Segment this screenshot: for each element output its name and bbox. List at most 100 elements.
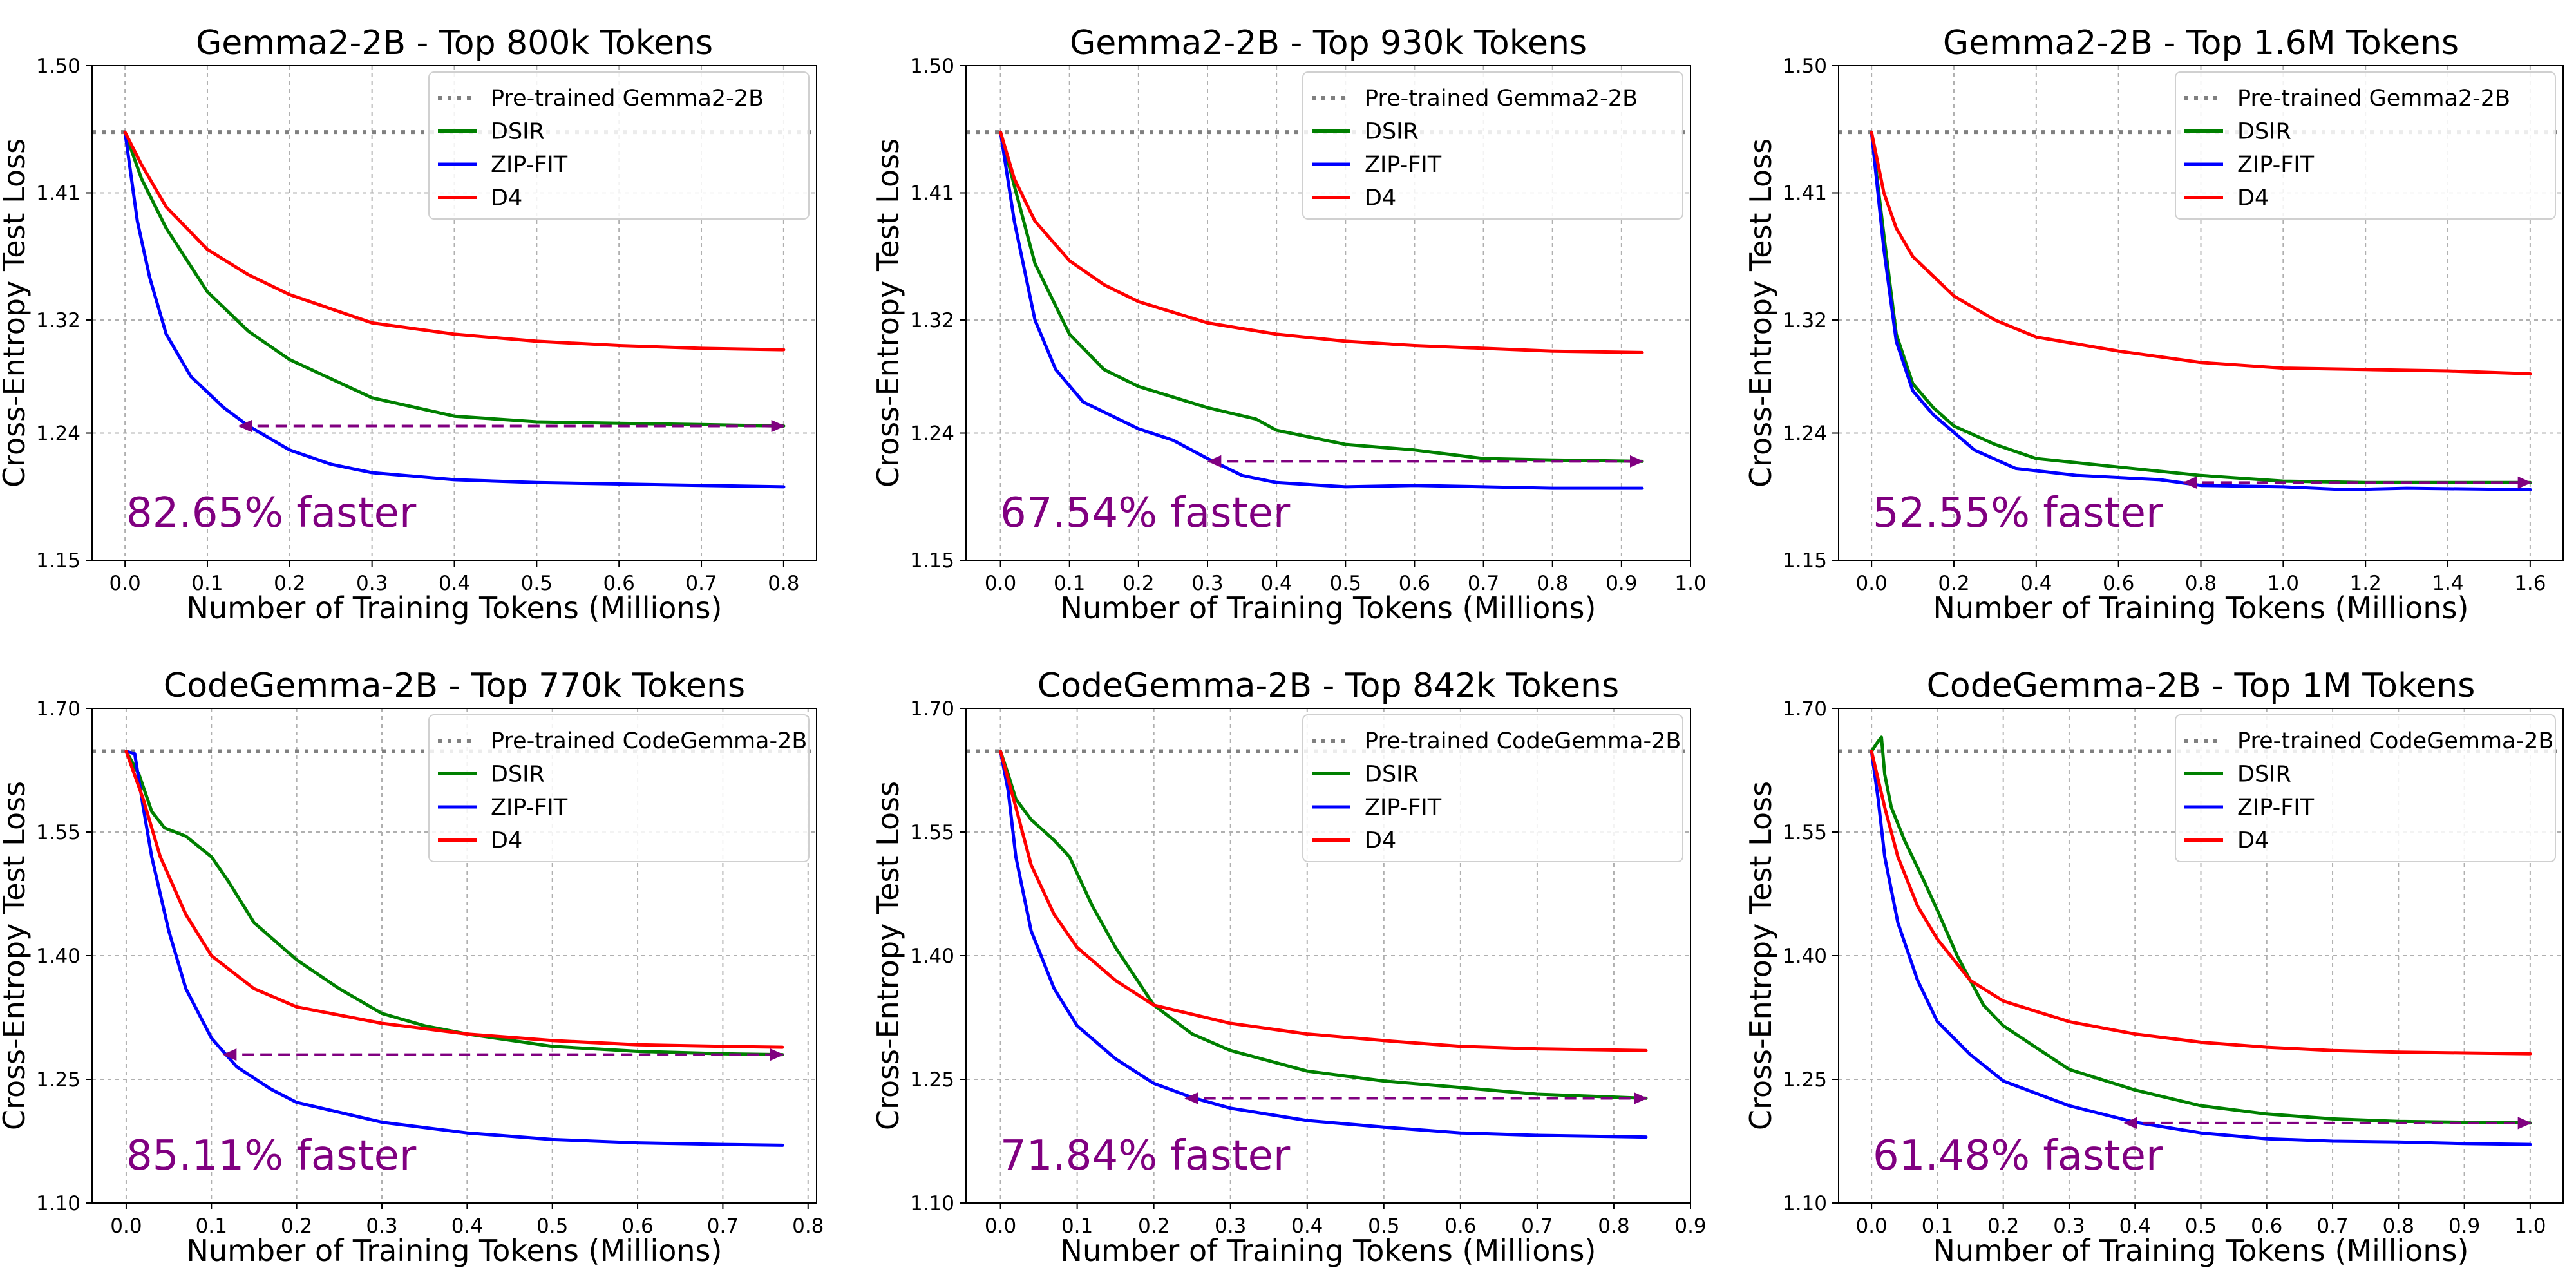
x-tick-label: 0.0 xyxy=(109,572,140,595)
speedup-annotation: 71.84% faster xyxy=(1000,1132,1291,1180)
y-axis-label: Cross-Entropy Test Loss xyxy=(871,781,905,1130)
y-tick-label: 1.32 xyxy=(36,309,80,332)
legend-label-d4: D4 xyxy=(1365,828,1396,854)
y-tick-label: 1.40 xyxy=(910,945,954,968)
x-tick-label: 0.2 xyxy=(281,1215,312,1238)
y-tick-label: 1.25 xyxy=(36,1068,80,1092)
series-line-d4 xyxy=(999,130,1644,354)
plot-frame xyxy=(1838,708,2564,1204)
plot-frame xyxy=(965,708,1691,1204)
x-tick-label: 0.1 xyxy=(1922,1215,1953,1238)
x-tick-label: 0.7 xyxy=(707,1215,739,1238)
legend-label-zipfit: ZIP-FIT xyxy=(2237,152,2315,178)
y-tick-label: 1.15 xyxy=(910,549,954,573)
series-line-zipfit xyxy=(1870,750,2532,1146)
x-tick-label: 0.1 xyxy=(196,1215,227,1238)
series-line-d4 xyxy=(1870,750,2532,1056)
series-line-dsir xyxy=(999,750,1648,1100)
x-tick-label: 0.2 xyxy=(1138,1215,1170,1238)
legend-label-dsir: DSIR xyxy=(1365,762,1419,788)
x-tick-label: 0.6 xyxy=(621,1215,653,1238)
x-tick-label: 0.4 xyxy=(439,572,470,595)
x-tick-label: 0.2 xyxy=(1987,1215,2019,1238)
legend-box xyxy=(428,71,810,220)
x-tick-label: 0.4 xyxy=(2119,1215,2151,1238)
legend-label-zipfit: ZIP-FIT xyxy=(491,152,568,178)
y-tick-label: 1.70 xyxy=(1783,697,1827,721)
x-tick-label: 1.0 xyxy=(1674,572,1706,595)
y-axis-label: Cross-Entropy Test Loss xyxy=(1743,138,1778,488)
legend-label-baseline: Pre-trained CodeGemma-2B xyxy=(491,728,807,754)
legend-label-zipfit: ZIP-FIT xyxy=(1365,795,1442,820)
x-tick-label: 0.0 xyxy=(985,572,1016,595)
legend-label-zipfit: ZIP-FIT xyxy=(491,795,568,820)
x-tick-label: 0.7 xyxy=(685,572,717,595)
x-tick-label: 0.8 xyxy=(792,1215,824,1238)
chart-panel-2: 0.0 0.1 0.2 0.3 0.4 0.5 0.6 0.7 0.8 0.9 1.0 1.15 1.2… xyxy=(871,24,1707,625)
series-line-dsir xyxy=(124,750,784,1057)
x-tick-label: 1.0 xyxy=(2268,572,2299,595)
speedup-annotation: 67.54% faster xyxy=(1000,489,1291,537)
x-tick-label: 0.1 xyxy=(1061,1215,1093,1238)
legend-label-zipfit: ZIP-FIT xyxy=(2237,795,2315,820)
legend-box xyxy=(2175,71,2556,220)
y-tick-label: 1.15 xyxy=(1783,549,1827,573)
plot-frame xyxy=(1838,65,2564,561)
legend-label-d4: D4 xyxy=(2237,828,2269,854)
y-tick-label: 1.10 xyxy=(1783,1192,1827,1215)
x-tick-label: 0.9 xyxy=(2448,1215,2480,1238)
speedup-annotation: 52.55% faster xyxy=(1873,489,2163,537)
y-tick-label: 1.41 xyxy=(910,182,954,205)
chart-title: CodeGemma-2B - Top 842k Tokens xyxy=(1037,667,1619,705)
x-tick-label: 1.6 xyxy=(2514,572,2546,595)
y-tick-label: 1.15 xyxy=(36,549,80,573)
speedup-annotation: 61.48% faster xyxy=(1873,1132,2163,1180)
y-axis-label: Cross-Entropy Test Loss xyxy=(1743,781,1778,1130)
chart-panel-6: 0.0 0.1 0.2 0.3 0.4 0.5 0.6 0.7 0.8 0.9 1.0 1.10 1.2… xyxy=(1743,667,2564,1268)
y-tick-label: 1.10 xyxy=(36,1192,80,1215)
y-tick-label: 1.50 xyxy=(36,55,80,78)
x-axis-label: Number of Training Tokens (Millions) xyxy=(1061,1233,1596,1268)
x-tick-label: 0.3 xyxy=(1215,1215,1246,1238)
x-axis-label: Number of Training Tokens (Millions) xyxy=(1933,591,2469,625)
y-tick-label: 1.24 xyxy=(1783,422,1827,446)
x-tick-label: 0.7 xyxy=(1521,1215,1553,1238)
legend: Pre-trained Gemma2-2B DSIR ZIP-FIT D4 xyxy=(428,71,810,220)
x-tick-label: 0.2 xyxy=(1938,572,1969,595)
y-tick-label: 1.50 xyxy=(1783,55,1827,78)
x-tick-label: 0.2 xyxy=(274,572,305,595)
y-tick-label: 1.55 xyxy=(910,821,954,844)
series-line-zipfit xyxy=(999,750,1648,1139)
x-axis-label: Number of Training Tokens (Millions) xyxy=(1061,591,1596,625)
legend-label-baseline: Pre-trained Gemma2-2B xyxy=(491,86,764,111)
legend: Pre-trained Gemma2-2B DSIR ZIP-FIT D4 xyxy=(1302,71,1683,220)
series-line-zipfit xyxy=(1870,130,2532,491)
chart-panel-5: 0.0 0.1 0.2 0.3 0.4 0.5 0.6 0.7 0.8 0.9 1.10 1.25 1.… xyxy=(871,667,1707,1268)
legend-label-zipfit: ZIP-FIT xyxy=(1365,152,1442,178)
y-tick-label: 1.24 xyxy=(36,422,80,446)
chart-panel-1: 0.0 0.1 0.2 0.3 0.4 0.5 0.6 0.7 0.8 1.15 1.24 1.32 1… xyxy=(0,24,817,625)
chart-title: CodeGemma-2B - Top 770k Tokens xyxy=(164,667,745,705)
y-tick-label: 1.32 xyxy=(1783,309,1827,332)
x-tick-label: 0.6 xyxy=(1444,1215,1476,1238)
chart-title: Gemma2-2B - Top 800k Tokens xyxy=(196,24,713,62)
legend-box xyxy=(2175,714,2556,862)
x-tick-label: 0.6 xyxy=(2103,572,2134,595)
x-tick-label: 0.8 xyxy=(2185,572,2217,595)
y-tick-label: 1.32 xyxy=(910,309,954,332)
x-axis-label: Number of Training Tokens (Millions) xyxy=(1933,1233,2469,1268)
series-line-zipfit xyxy=(124,750,784,1147)
legend-box xyxy=(1302,714,1683,862)
legend-box xyxy=(1302,71,1683,220)
y-axis-label: Cross-Entropy Test Loss xyxy=(871,138,905,488)
x-tick-label: 0.4 xyxy=(451,1215,483,1238)
legend-box xyxy=(428,714,810,862)
chart-panel-4: 0.0 0.1 0.2 0.3 0.4 0.5 0.6 0.7 0.8 1.10 1.25 1.40 1… xyxy=(0,667,824,1268)
y-tick-label: 1.25 xyxy=(1783,1068,1827,1092)
plot-frame xyxy=(965,65,1691,561)
legend-label-d4: D4 xyxy=(491,185,522,211)
y-tick-label: 1.70 xyxy=(910,697,954,721)
x-tick-label: 0.3 xyxy=(1191,572,1223,595)
series-line-d4 xyxy=(124,750,784,1049)
